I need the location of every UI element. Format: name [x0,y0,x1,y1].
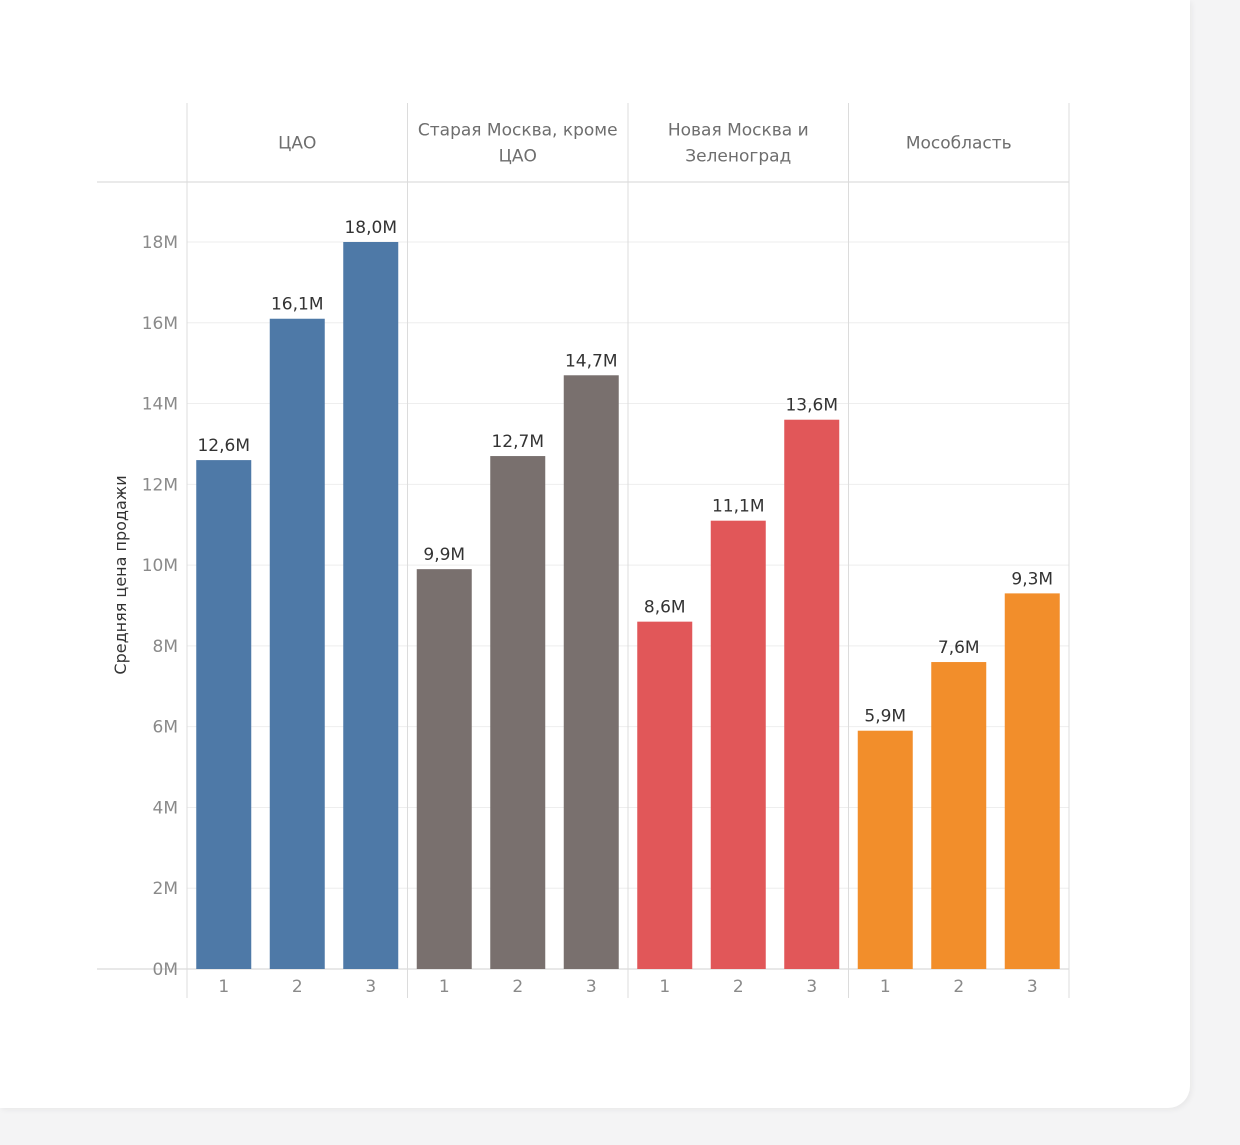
y-tick-label: 12M [142,475,178,495]
y-tick-label: 16M [142,314,178,334]
y-tick-label: 0M [153,960,178,980]
x-tick-label: 2 [292,977,303,997]
data-label: 7,6M [938,638,980,658]
x-tick-label: 1 [439,977,450,997]
bar [710,520,766,969]
data-label: 18,0M [344,218,397,238]
bar [637,621,693,969]
group-header-label: Старая Москва, кроме [418,121,618,141]
bar [784,419,840,969]
x-axis: 1 2 3 1 2 3 1 2 3 1 2 3 [218,977,1037,997]
bar [343,242,399,969]
data-label: 8,6M [644,598,686,618]
bar [269,318,325,969]
y-tick-label: 18M [142,233,178,253]
group-header-label: ЦАО [278,134,316,154]
x-tick-label: 2 [512,977,523,997]
y-tick-label: 4M [153,798,178,818]
data-label: 5,9M [864,707,906,727]
y-tick-label: 14M [142,395,178,415]
bar [196,460,252,969]
bar [1004,593,1060,969]
bar [563,375,619,969]
bar [416,569,472,969]
x-tick-label: 2 [733,977,744,997]
y-tick-label: 8M [153,637,178,657]
group-header-label: Зеленоград [685,147,791,167]
x-tick-label: 1 [218,977,229,997]
y-tick-label: 10M [142,556,178,576]
data-label: 13,6M [785,396,838,416]
data-label: 11,1M [712,497,765,517]
bar [931,662,987,969]
bars: 12,6M 16,1M 18,0M 9,9M 12,7M 14,7M 8,6M 11,1M 13… [196,218,1060,969]
x-tick-label: 1 [659,977,670,997]
data-label: 16,1M [271,295,324,315]
data-label: 12,6M [197,436,250,456]
y-tick-label: 2M [153,879,178,899]
x-tick-label: 1 [880,977,891,997]
x-tick-label: 3 [806,977,817,997]
x-tick-label: 2 [953,977,964,997]
x-tick-label: 3 [365,977,376,997]
y-axis-title: Средняя цена продажи [111,475,130,674]
data-label: 9,3M [1011,569,1053,589]
x-tick-label: 3 [1027,977,1038,997]
bar [490,456,546,969]
data-label: 14,7M [565,351,618,371]
x-tick-label: 3 [586,977,597,997]
group-headers: ЦАО Старая Москва, кроме ЦАО Новая Москва и… [278,121,1012,167]
y-axis: Средняя цена продажи 0M 2M 4M 6M 8M 10M 12M 14M… [111,233,178,980]
data-label: 9,9M [423,545,465,565]
group-header-label: Мособласть [906,134,1012,154]
data-label: 12,7M [491,432,544,452]
bar [857,730,913,969]
y-tick-label: 6M [153,718,178,738]
group-header-label: ЦАО [499,147,537,167]
group-header-label: Новая Москва и [668,121,809,141]
